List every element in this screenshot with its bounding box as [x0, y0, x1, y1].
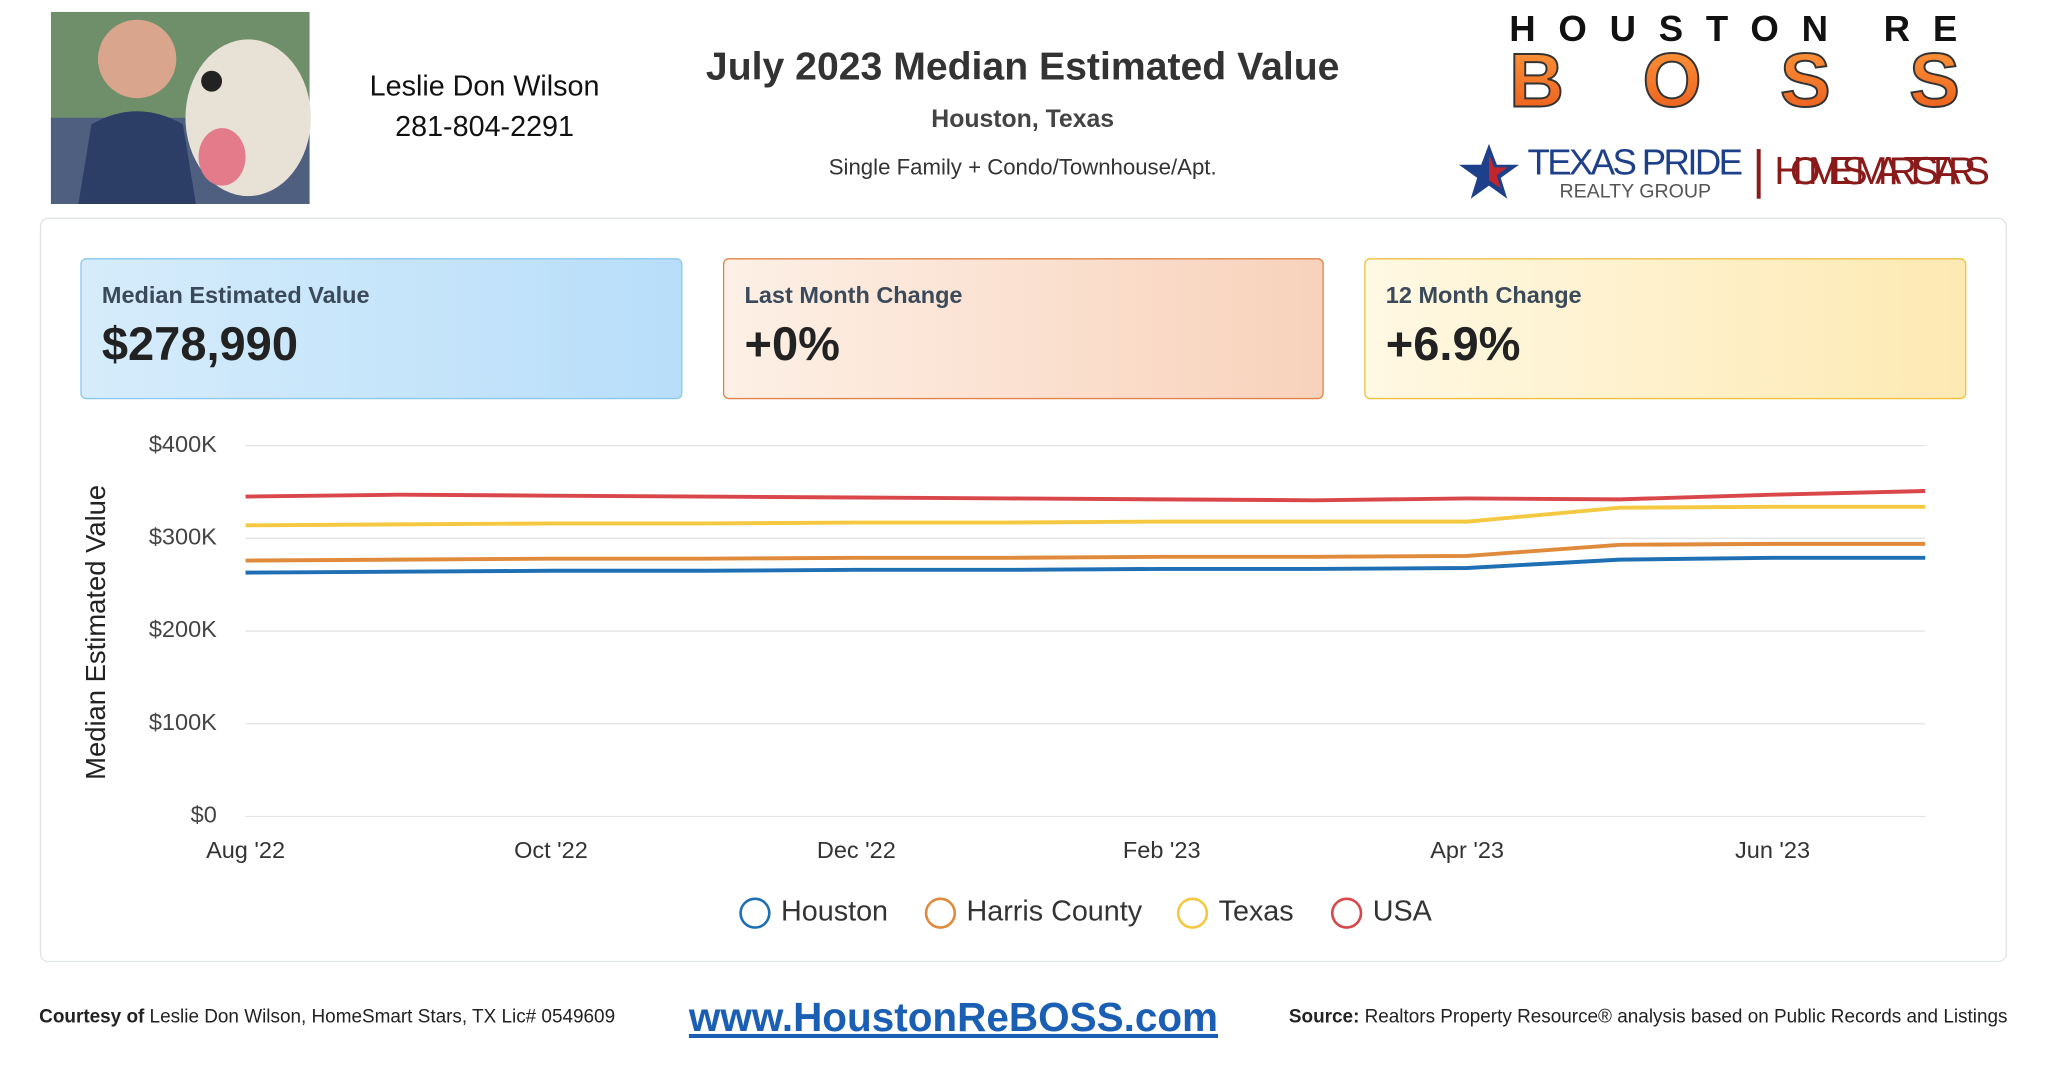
x-tick-label: Jun '23	[1735, 837, 1810, 863]
y-tick-label: $100K	[149, 709, 217, 735]
brand1-sub: REALTY GROUP	[1559, 180, 1711, 202]
panel	[39, 217, 2007, 963]
logo-line2: BOSS	[1509, 38, 1960, 123]
card	[80, 258, 683, 400]
legend-label: USA	[1373, 896, 1433, 928]
card-value: +6.9%	[1386, 317, 1521, 370]
card-label: Last Month Change	[744, 282, 962, 308]
y-axis-label: Median Estimated Value	[80, 485, 111, 780]
source-label: Source:	[1289, 1007, 1359, 1028]
legend-swatch	[739, 897, 771, 929]
logo: HOUSTON RE BOSS TEXAS PRIDE REALTY GROUP…	[1458, 8, 1990, 202]
x-tick-label: Dec '22	[817, 837, 896, 863]
title: July 2023 Median Estimated Value	[706, 46, 1340, 89]
card	[722, 258, 1324, 400]
series-line	[245, 555, 1926, 575]
x-tick-label: Apr '23	[1430, 837, 1504, 863]
chart: $0 $100K $200K $300K $400K Aug '22 Oct '22 Dec …	[149, 431, 1926, 929]
website-link[interactable]: www.HoustonReBOSS.com	[688, 994, 1218, 1040]
agent-photo	[50, 11, 311, 204]
x-tick-label: Oct '22	[514, 837, 588, 863]
x-tick-label: Feb '23	[1123, 837, 1201, 863]
courtesy-text: Leslie Don Wilson, HomeSmart Stars, TX L…	[150, 1007, 616, 1028]
brand2: HOMESMART STARS	[1774, 150, 1990, 193]
agent-phone: 281-804-2291	[395, 111, 574, 143]
legend-label: Texas	[1219, 896, 1294, 928]
subtitle: Houston, Texas	[931, 106, 1114, 133]
card-label: 12 Month Change	[1386, 282, 1582, 308]
legend-label: Houston	[781, 896, 888, 928]
card-value: $278,990	[102, 317, 298, 370]
source-text: Realtors Property Resource® analysis bas…	[1365, 1007, 2008, 1028]
logo-line1: HOUSTON RE	[1509, 8, 1960, 49]
brand1: TEXAS PRIDE	[1528, 141, 1744, 182]
agent-name: Leslie Don Wilson	[370, 70, 600, 102]
courtesy-label: Courtesy of	[39, 1007, 145, 1028]
legend-swatch	[924, 897, 957, 929]
legend-swatch	[1176, 897, 1209, 929]
property-types: Single Family + Condo/Townhouse/Apt.	[829, 155, 1217, 180]
card-label: Median Estimated Value	[102, 282, 370, 308]
series-line	[245, 504, 1926, 528]
card	[1364, 258, 1967, 400]
y-tick-label: $400K	[149, 431, 217, 457]
legend-label: Harris County	[967, 896, 1143, 928]
series-line	[245, 489, 1926, 503]
card-value: +0%	[744, 317, 839, 370]
series-line	[245, 541, 1926, 563]
y-tick-label: $200K	[149, 616, 217, 642]
legend-swatch	[1330, 897, 1363, 929]
x-tick-label: Aug '22	[206, 837, 285, 863]
y-tick-label: $300K	[149, 524, 217, 550]
y-tick-label: $0	[191, 802, 217, 828]
source: Source: Realtors Property Resource® analy…	[1289, 1007, 2008, 1028]
courtesy: Courtesy of Leslie Don Wilson, HomeSmart …	[39, 1007, 615, 1028]
